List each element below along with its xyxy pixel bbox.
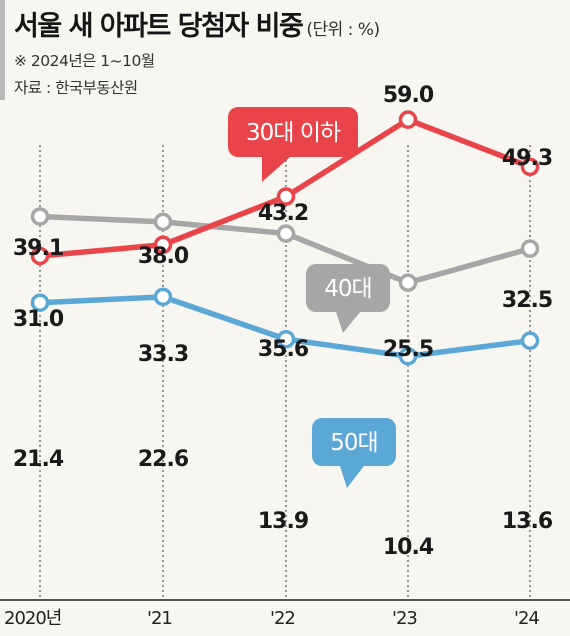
x-tick-label-4: '24	[514, 608, 539, 629]
chart-header: 서울 새 아파트 당첨자 비중 (단위 : %) ※ 2024년은 1~10월 자…	[14, 4, 560, 98]
data-label-s1-2: 35.6	[258, 337, 309, 362]
data-label-s2-3: 10.4	[383, 535, 434, 560]
x-tick-label-3: '23	[392, 608, 417, 629]
data-point-s1-2	[276, 224, 296, 243]
x-tick-label-0: 2020년	[4, 608, 61, 629]
data-point-s2-3	[398, 347, 418, 366]
data-label-s0-0: 31.0	[13, 307, 64, 332]
data-label-s1-1: 38.0	[138, 244, 189, 269]
data-label-s2-0: 21.4	[13, 447, 64, 472]
source-note: 자료 : 한국부동산원	[14, 79, 138, 97]
data-label-s0-4: 49.3	[502, 146, 552, 171]
data-label-s1-4: 32.5	[502, 288, 552, 313]
data-point-s0-1	[153, 235, 173, 255]
callout-box-s2	[312, 418, 396, 466]
period-note: ※ 2024년은 1~10월	[14, 52, 155, 70]
data-point-s1-1	[153, 212, 173, 232]
data-point-s1-4	[520, 239, 540, 258]
data-label-s1-0: 39.1	[13, 236, 63, 261]
title-row: 서울 새 아파트 당첨자 비중 (단위 : %)	[14, 4, 560, 43]
chart-title: 서울 새 아파트 당첨자 비중	[14, 11, 304, 42]
data-label-s0-2: 43.2	[258, 201, 308, 226]
data-label-s2-1: 22.6	[138, 447, 189, 472]
callout-tail-s0	[262, 157, 290, 182]
data-label-s1-3: 25.5	[383, 337, 433, 362]
data-point-s0-3	[398, 110, 418, 129]
data-label-s0-3: 59.0	[383, 83, 434, 108]
series-label-s2: 50대	[330, 430, 377, 456]
accent-bar	[0, 0, 5, 100]
callout-box-s0	[228, 107, 358, 157]
data-point-s0-2	[276, 187, 296, 206]
callout-tail-s1	[336, 312, 360, 333]
series-label-s1: 40대	[324, 276, 371, 302]
data-label-s2-4: 13.6	[502, 509, 553, 534]
unit-label: (단위 : %)	[306, 20, 380, 40]
data-point-s2-1	[153, 287, 173, 307]
series-label-s0: 30대 이하	[246, 120, 341, 146]
data-point-s1-0	[30, 207, 50, 226]
data-point-s0-4	[520, 157, 540, 177]
data-point-s2-2	[276, 329, 296, 349]
callout-box-s1	[306, 264, 390, 312]
data-point-s2-0	[30, 293, 50, 312]
callout-tail-s2	[340, 466, 364, 488]
x-tick-label-1: '21	[147, 608, 172, 629]
x-tick-label-2: '22	[270, 608, 295, 629]
data-point-s2-4	[520, 331, 540, 350]
data-point-s0-0	[30, 246, 50, 266]
data-label-s0-1: 33.3	[138, 342, 188, 367]
data-point-s1-3	[398, 273, 418, 292]
data-label-s2-2: 13.9	[258, 509, 308, 534]
